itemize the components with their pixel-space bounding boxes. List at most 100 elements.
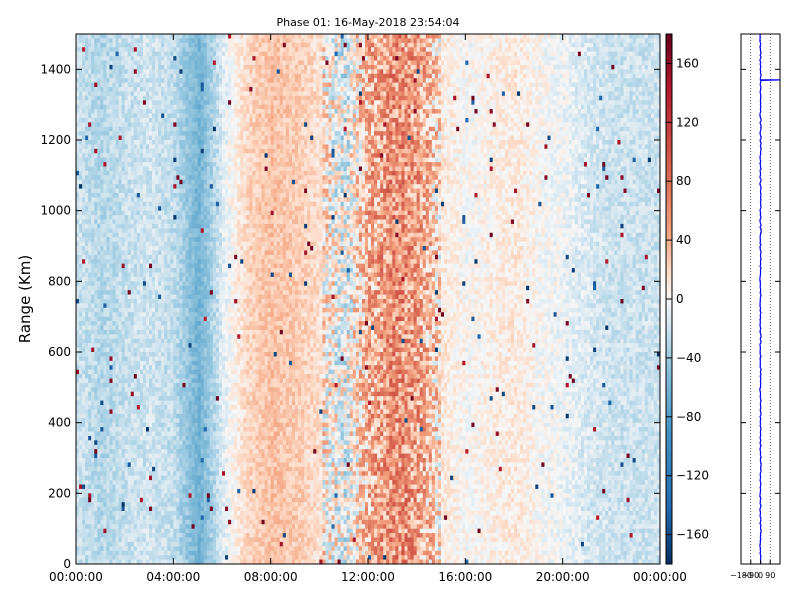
heatmap-cell (97, 73, 101, 79)
heatmap-cell (164, 493, 168, 499)
heatmap-cell (100, 175, 104, 181)
heatmap-cell (100, 201, 104, 207)
heatmap-cell (94, 559, 98, 564)
heatmap-cell (155, 122, 159, 128)
heatmap-cell (194, 312, 199, 318)
heatmap-cell (179, 246, 183, 251)
heatmap-cell (182, 73, 186, 79)
heatmap-cell (115, 515, 119, 521)
heatmap-cell (109, 493, 113, 499)
heatmap-cell (112, 285, 116, 291)
heatmap-cell (176, 47, 180, 53)
heatmap-cell (127, 144, 132, 150)
heatmap-cell (142, 109, 147, 114)
heatmap-cell (139, 69, 144, 75)
heatmap-cell (155, 78, 159, 83)
heatmap-cell (82, 241, 86, 247)
heatmap-cell (158, 69, 162, 75)
heatmap-cell (179, 201, 183, 207)
heatmap-cell (164, 550, 168, 556)
heatmap-cell (79, 179, 83, 185)
heatmap-cell (188, 444, 192, 450)
heatmap-cell (179, 325, 183, 331)
heatmap-cell (103, 78, 107, 83)
heatmap-cell (121, 555, 126, 560)
heatmap-cell (145, 528, 150, 534)
heatmap-cell (115, 140, 119, 145)
heatmap-cell (191, 87, 196, 92)
heatmap-cell (103, 559, 107, 564)
heatmap-cell (152, 528, 156, 534)
heatmap-cell (170, 343, 174, 348)
heatmap-cell (121, 131, 126, 136)
heatmap-cell (173, 246, 177, 251)
heatmap-cell (82, 418, 86, 424)
heatmap-cell (97, 197, 101, 203)
heatmap-cell (85, 405, 89, 410)
heatmap-cell (173, 175, 177, 181)
heatmap-cell (194, 290, 199, 295)
heatmap-cell (149, 104, 153, 110)
heatmap-cell (185, 42, 189, 48)
heatmap-cell (194, 215, 199, 220)
heatmap-cell (97, 321, 101, 326)
heatmap-cell (85, 334, 89, 340)
heatmap-cell (121, 210, 126, 216)
heatmap-cell (176, 541, 180, 547)
heatmap-cell (142, 541, 147, 547)
heatmap-cell (185, 488, 189, 494)
heatmap-cell (176, 140, 180, 145)
heatmap-cell (118, 51, 123, 57)
heatmap-cell (85, 87, 89, 92)
heatmap-cell (161, 237, 165, 242)
heatmap-cell (115, 64, 119, 70)
heatmap-cell (161, 365, 165, 371)
heatmap-cell (112, 449, 116, 454)
heatmap-cell (88, 325, 92, 331)
heatmap-cell (191, 325, 196, 331)
heatmap-cell (121, 250, 126, 256)
heatmap-cell (142, 325, 147, 331)
heatmap-cell (158, 60, 162, 66)
heatmap-cell (115, 206, 119, 212)
heatmap-cell (106, 223, 110, 229)
heatmap-cell (112, 356, 116, 362)
heatmap-cell (185, 466, 189, 472)
heatmap-cell (152, 519, 156, 525)
heatmap-cell (139, 126, 144, 132)
heatmap-cell (167, 104, 171, 110)
heatmap-cell (170, 122, 174, 128)
heatmap-cell (194, 524, 199, 530)
heatmap-cell (124, 193, 129, 198)
heatmap-cell (182, 409, 186, 415)
heatmap-cell (142, 303, 147, 309)
heatmap-cell (173, 484, 177, 490)
heatmap-cell (121, 135, 126, 141)
heatmap-cell (185, 413, 189, 419)
heatmap-cell (164, 140, 168, 145)
heatmap-cell (149, 391, 153, 397)
heatmap-cell (82, 206, 86, 212)
heatmap-cell (182, 338, 186, 344)
heatmap-cell (185, 546, 189, 552)
heatmap-cell (97, 555, 101, 560)
heatmap-cell (191, 56, 196, 61)
heatmap-cell (76, 197, 80, 203)
heatmap-cell (197, 170, 202, 176)
heatmap-cell (188, 117, 192, 123)
heatmap-cell (167, 215, 171, 220)
heatmap-cell (109, 418, 113, 424)
heatmap-cell (103, 56, 107, 61)
heatmap-cell (118, 462, 123, 468)
heatmap-cell (133, 126, 138, 132)
heatmap-cell (173, 387, 177, 393)
heatmap-cell (142, 215, 147, 220)
heatmap-cell (103, 343, 107, 348)
heatmap-cell (94, 69, 98, 75)
heatmap-cell (82, 528, 86, 534)
heatmap-cell (118, 409, 123, 415)
heatmap-cell (103, 533, 107, 538)
heatmap-cell (112, 78, 116, 83)
heatmap-cell (179, 427, 183, 432)
heatmap-cell (118, 360, 123, 366)
